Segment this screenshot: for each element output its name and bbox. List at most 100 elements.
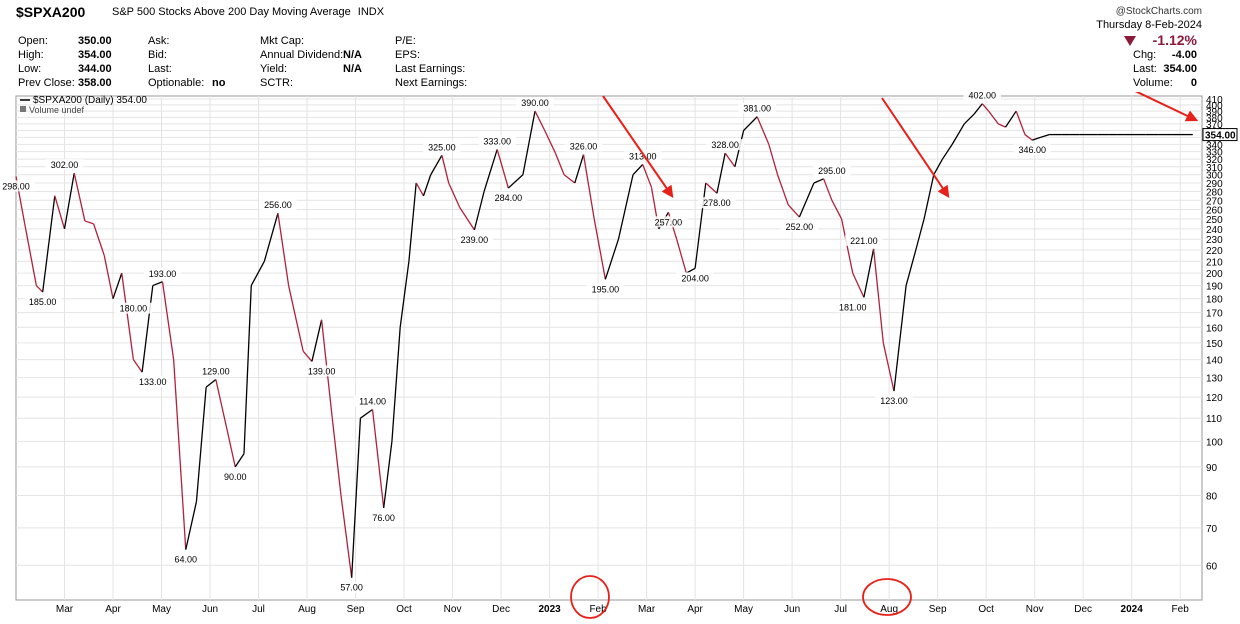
- price-segment: [593, 218, 607, 280]
- value-label-bg: [698, 197, 736, 209]
- price-segment: [998, 123, 1006, 128]
- price-segment: [963, 113, 975, 125]
- price-segment: [813, 178, 824, 184]
- y-tick-label: 400: [1206, 101, 1223, 112]
- price-segment: [24, 223, 38, 286]
- x-tick-label: May: [734, 604, 753, 615]
- value-label-bg: [143, 267, 182, 279]
- price-segment: [73, 172, 86, 222]
- x-tick-label: Jun: [202, 604, 218, 615]
- price-segment: [554, 152, 565, 175]
- value-label-bg: [335, 581, 368, 593]
- value-label-bg: [302, 365, 341, 377]
- value-label: 239.00: [461, 235, 489, 245]
- x-tick-label: May: [152, 604, 171, 615]
- price-segment: [1005, 110, 1017, 128]
- field-label: High:: [18, 49, 44, 61]
- value-label-bg: [169, 553, 202, 565]
- value-label-bg: [586, 283, 625, 295]
- x-tick-label: Sep: [347, 604, 365, 615]
- y-tick-label: 410: [1206, 95, 1223, 106]
- y-tick-label: 230: [1206, 235, 1223, 246]
- price-segment: [483, 149, 498, 192]
- y-tick-label: 210: [1206, 257, 1223, 268]
- field-label: P/E:: [395, 35, 416, 47]
- value-label-bg: [259, 199, 297, 211]
- y-tick-label: 310: [1206, 163, 1223, 174]
- y-tick-label: 370: [1206, 120, 1223, 131]
- y-tick-label: 160: [1206, 323, 1223, 334]
- value-label: 326.00: [570, 142, 598, 152]
- price-segment: [563, 174, 576, 184]
- value-label-bg: [423, 141, 461, 153]
- value-label-bg: [516, 97, 554, 109]
- price-segment: [371, 409, 385, 508]
- value-label: 64.00: [175, 555, 198, 565]
- price-segment: [121, 273, 135, 360]
- x-tick-label: Mar: [638, 604, 656, 615]
- price-segment: [141, 285, 154, 373]
- y-tick-label: 250: [1206, 215, 1223, 226]
- price-segment: [422, 174, 432, 197]
- price-segment: [441, 155, 450, 184]
- field-label: Last Earnings:: [395, 63, 466, 75]
- symbol: $SPXA200: [16, 4, 86, 20]
- quote-date: Thursday 8-Feb-2024: [1096, 19, 1202, 31]
- value-label: 114.00: [359, 397, 386, 407]
- price-segment: [1024, 134, 1033, 141]
- value-label: 284.00: [495, 193, 523, 203]
- x-tick-label: Aug: [880, 604, 898, 615]
- value-label: 221.00: [850, 236, 878, 246]
- price-segment: [415, 182, 425, 197]
- field-label: Open:: [18, 35, 48, 47]
- price-segment: [705, 182, 718, 194]
- value-label: 346.00: [1018, 145, 1046, 155]
- x-tick-label: Mar: [56, 604, 74, 615]
- price-segment: [459, 207, 475, 231]
- x-tick-label: Apr: [687, 604, 703, 615]
- price-segment: [973, 103, 983, 115]
- value-label: 129.00: [202, 367, 230, 377]
- y-tick-label: 100: [1206, 437, 1223, 448]
- x-tick-label: 2023: [538, 604, 561, 615]
- price-segment: [617, 174, 634, 240]
- value-label-bg: [845, 234, 883, 246]
- x-tick-label: Oct: [396, 604, 412, 615]
- value-label: 195.00: [592, 284, 620, 294]
- price-segment: [496, 149, 509, 189]
- price-segment: [92, 223, 105, 256]
- value-label-bg: [219, 470, 252, 482]
- y-tick-label: 340: [1206, 140, 1223, 151]
- value-label: 133.00: [139, 377, 167, 387]
- price-segment: [756, 116, 770, 145]
- value-label: 256.00: [264, 200, 292, 210]
- change-percent: -1.12%: [1152, 32, 1197, 48]
- value-label: 123.00: [880, 396, 908, 406]
- chart-svg: 4104003903803703603503403303203103002902…: [0, 89, 1238, 619]
- price-segment: [243, 285, 252, 454]
- value-label: 390.00: [521, 98, 549, 108]
- y-tick-label: 290: [1206, 179, 1223, 190]
- price-segment: [391, 327, 401, 442]
- value-label-bg: [706, 139, 744, 151]
- value-label-bg: [114, 302, 153, 314]
- price-segment: [852, 272, 865, 298]
- price-segment: [951, 123, 965, 145]
- value-label-bg: [833, 301, 872, 313]
- price-segment: [226, 429, 236, 468]
- price-segment: [132, 359, 143, 373]
- price-segment: [915, 218, 925, 251]
- y-tick-label: 260: [1206, 205, 1223, 216]
- y-tick-label: 140: [1206, 356, 1223, 367]
- credit[interactable]: @StockCharts.com: [1115, 6, 1202, 17]
- value-label: 328.00: [711, 140, 739, 150]
- price-segment: [544, 130, 556, 154]
- y-tick-label: 220: [1206, 246, 1223, 257]
- exchange: INDX: [357, 6, 385, 18]
- price-segment: [872, 248, 884, 344]
- value-label-bg: [197, 365, 235, 377]
- value-label-bg: [676, 272, 714, 284]
- value-label: 180.00: [120, 304, 148, 314]
- value-label: 139.00: [308, 366, 336, 376]
- price-segment: [522, 110, 536, 175]
